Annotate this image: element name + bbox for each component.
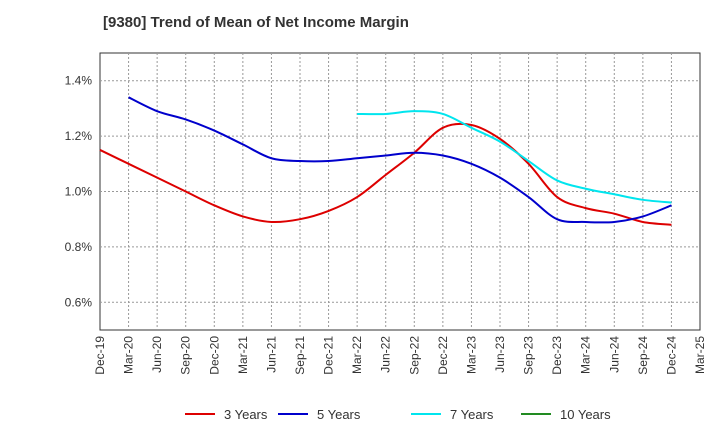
x-tick-label: Sep-20 bbox=[179, 336, 193, 375]
x-tick-label: Dec-19 bbox=[93, 336, 107, 375]
x-tick-label: Jun-23 bbox=[493, 336, 507, 373]
x-tick-label: Sep-22 bbox=[407, 336, 421, 375]
y-axis: 0.6% 0.8% 1.0% 1.2% 1.4% bbox=[65, 74, 93, 310]
y-tick-label: 0.8% bbox=[65, 240, 93, 254]
x-tick-label: Dec-21 bbox=[322, 336, 336, 375]
series-line-3-years bbox=[99, 122, 672, 226]
x-tick-label: Sep-21 bbox=[293, 336, 307, 375]
x-tick-label: Sep-23 bbox=[522, 336, 536, 375]
y-tick-label: 1.0% bbox=[65, 185, 93, 199]
series-lines bbox=[99, 96, 672, 226]
x-tick-label: Jun-22 bbox=[379, 336, 393, 373]
y-tick-label: 0.6% bbox=[65, 295, 93, 309]
x-tick-label: Mar-20 bbox=[122, 336, 136, 374]
x-tick-label: Mar-22 bbox=[350, 336, 364, 374]
legend-label-5-years: 5 Years bbox=[317, 407, 361, 422]
x-tick-label: Sep-24 bbox=[636, 336, 650, 375]
x-tick-label: Jun-24 bbox=[607, 336, 621, 373]
x-tick-label: Jun-21 bbox=[264, 336, 278, 373]
x-tick-label: Dec-23 bbox=[550, 336, 564, 375]
x-tick-label: Mar-25 bbox=[693, 336, 707, 374]
legend-label-3-years: 3 Years bbox=[224, 407, 268, 422]
x-tick-label: Jun-20 bbox=[150, 336, 164, 373]
x-tick-label: Mar-21 bbox=[236, 336, 250, 374]
series-line-5-years bbox=[128, 96, 672, 224]
y-tick-label: 1.4% bbox=[65, 74, 93, 88]
y-tick-label: 1.2% bbox=[65, 129, 93, 143]
x-tick-label: Mar-23 bbox=[464, 336, 478, 374]
x-tick-label: Mar-24 bbox=[579, 336, 593, 374]
x-tick-label: Dec-20 bbox=[207, 336, 221, 375]
legend: 3 Years 5 Years 7 Years 10 Years bbox=[185, 407, 611, 422]
x-tick-label: Dec-24 bbox=[664, 336, 678, 375]
legend-label-7-years: 7 Years bbox=[450, 407, 494, 422]
series-line-7-years bbox=[357, 110, 672, 204]
x-axis: Dec-19 Mar-20 Jun-20 Sep-20 Dec-20 Mar-21 Jun-… bbox=[93, 336, 707, 375]
chart-title: [9380] Trend of Mean of Net Income Margi… bbox=[103, 14, 409, 31]
x-tick-label: Dec-22 bbox=[436, 336, 450, 375]
legend-label-10-years: 10 Years bbox=[560, 407, 611, 422]
